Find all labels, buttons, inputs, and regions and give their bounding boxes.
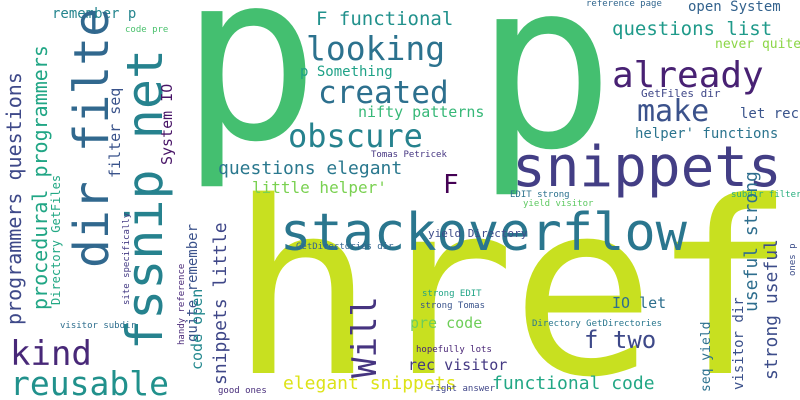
word-questions-list: questions list <box>612 18 773 40</box>
word-make: make <box>637 94 710 129</box>
word-tomas-petricek: Tomas Petricek <box>371 150 447 160</box>
word-little-helper: little helper' <box>252 178 387 197</box>
word-already: already <box>612 55 764 96</box>
word-system-io: System IO <box>158 83 176 165</box>
word-visitor-dir: visitor dir <box>731 297 747 390</box>
word-href: href <box>230 150 796 400</box>
word-reference-page: reference page <box>586 0 662 9</box>
word-never-quite: never quite <box>715 37 800 52</box>
word-elegant-snippets: elegant snippets <box>283 373 457 394</box>
word-open-system: open System <box>688 0 781 15</box>
word-code-pre: code pre <box>125 25 169 35</box>
word-getdirectories-dir: GetDirectories dir <box>296 242 394 252</box>
word-hopefully-lots: hopefully lots <box>416 345 492 355</box>
word-seq-yield: seq yield <box>699 321 714 392</box>
word-site-specifically: site specifically <box>122 212 132 305</box>
word-edit-strong: EDIT strong <box>510 190 570 200</box>
word-directory-getdirectories: Directory GetDirectories <box>532 319 663 329</box>
word-obscure: obscure <box>288 117 423 155</box>
word-snippets-little: snippets little <box>210 222 231 385</box>
word-yield-visitor: yield visitor <box>523 199 594 209</box>
word-subdir-filter: subdir filter <box>731 190 800 200</box>
word-will: Will <box>345 296 385 378</box>
word-strong-edit: strong EDIT <box>422 289 482 299</box>
word-procedural-programmers: procedural programmers <box>28 45 52 310</box>
word-programmers-questions: programmers questions <box>2 72 26 325</box>
word-stackoverflow: stackoverflow <box>280 203 687 263</box>
word-strong-tomas: strong Tomas <box>420 301 486 311</box>
word-f-two: f two <box>584 326 657 354</box>
word-ones-p: ones p <box>788 243 798 276</box>
word-rec-visitor: rec visitor <box>408 356 508 374</box>
word-io-let: IO let <box>612 294 667 312</box>
word-snippets: snippets <box>512 135 782 200</box>
word-filter-seq: filter seq <box>106 87 124 178</box>
word-helper-functions: helper' functions <box>635 126 779 142</box>
word-nifty-patterns: nifty patterns <box>358 103 485 121</box>
word-looking: looking <box>306 29 446 68</box>
word-reusable: reusable <box>10 364 169 400</box>
word-p-something: p Something <box>300 64 393 80</box>
word-good-ones: good ones <box>218 386 267 396</box>
word-code-open: code open <box>188 288 206 370</box>
word-directory-getfiles: Directory GetFiles <box>49 174 63 305</box>
word-kind: kind <box>10 334 92 374</box>
word-yield-directory: yield Directory <box>428 227 528 240</box>
word-getfiles-dir: GetFiles dir <box>641 87 721 100</box>
word-useful-strong: useful strong <box>741 171 762 312</box>
word-F: F <box>443 170 459 200</box>
word-functional-code: functional code <box>492 373 655 394</box>
word-right-answer: right answer <box>430 384 496 394</box>
word-remember-p: remember p <box>52 6 137 22</box>
word-visitor-subdir: visitor subdir <box>60 321 136 331</box>
word-pre-code: pre code <box>410 314 483 332</box>
word-F-functional: F functional <box>316 8 454 30</box>
word-p-right: p <box>475 0 615 201</box>
word-strong-useful: strong useful <box>761 239 782 380</box>
word-questions-elegant: questions elegant <box>218 158 403 179</box>
word-created: created <box>318 75 449 111</box>
word-let-rec: let rec <box>740 106 800 122</box>
word-p-left: p <box>180 0 320 193</box>
